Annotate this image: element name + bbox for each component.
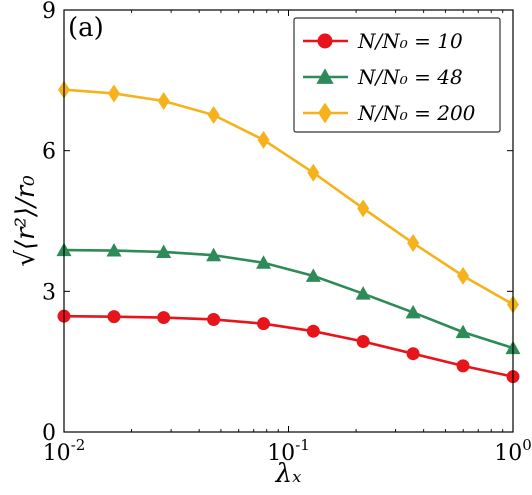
data-point: [407, 234, 420, 253]
data-point: [157, 311, 171, 325]
data-point: [406, 347, 420, 361]
panel-label: (a): [68, 13, 104, 43]
series-line-2: [63, 248, 514, 350]
data-point: [207, 106, 220, 125]
data-point: [306, 324, 320, 338]
series-1: [57, 309, 520, 384]
data-point: [405, 304, 421, 319]
legend-entry: N/N₀ = 10: [303, 29, 463, 53]
y-axis-title: √⟨r²⟩/r₀: [11, 175, 41, 267]
legend-entry: N/N₀ = 200: [303, 101, 476, 125]
data-point: [456, 359, 470, 373]
data-point: [106, 243, 122, 257]
data-point: [457, 266, 470, 285]
legend: N/N₀ = 10 N/N₀ = 48 N/N₀ = 200: [293, 17, 501, 133]
data-point: [305, 268, 321, 282]
data-point: [355, 286, 371, 300]
x-tick-label: 10-1: [267, 436, 310, 466]
data-point: [257, 317, 271, 331]
data-point: [107, 84, 120, 103]
data-point: [356, 335, 370, 349]
series-2: [56, 242, 521, 355]
legend-label: N/N₀ = 200: [357, 101, 476, 125]
y-tick-label: 6: [42, 140, 56, 165]
series-line-3: [63, 88, 514, 306]
data-point: [156, 244, 172, 258]
legend-marker: [316, 68, 334, 84]
legend-label: N/N₀ = 48: [357, 65, 463, 89]
data-point: [257, 130, 270, 149]
data-point: [307, 163, 320, 182]
x-axis-title: λₓ: [275, 459, 302, 489]
data-point: [455, 324, 471, 339]
legend-entry: N/N₀ = 48: [303, 65, 463, 89]
legend-label: N/N₀ = 10: [357, 29, 463, 53]
data-point: [157, 91, 170, 110]
data-point: [357, 199, 370, 218]
y-tick-label: 3: [42, 280, 56, 305]
legend-marker: [317, 33, 333, 49]
legend-box: [293, 17, 501, 133]
y-tick-label: 9: [42, 0, 56, 24]
series-line-1: [63, 314, 514, 378]
x-tick-label: 10-2: [43, 436, 86, 466]
axes-layer: 10-2 10-1 100 0 3 6 9 (a) λₓ √⟨r²⟩/r₀: [11, 0, 532, 489]
data-point: [256, 255, 272, 269]
data-point: [206, 247, 222, 262]
x-tick-label: 100: [494, 436, 532, 466]
series-layer: [56, 80, 521, 384]
data-point: [107, 310, 121, 324]
y-tick-label: 0: [42, 421, 56, 446]
data-point: [207, 312, 221, 326]
legend-marker: [318, 102, 332, 124]
